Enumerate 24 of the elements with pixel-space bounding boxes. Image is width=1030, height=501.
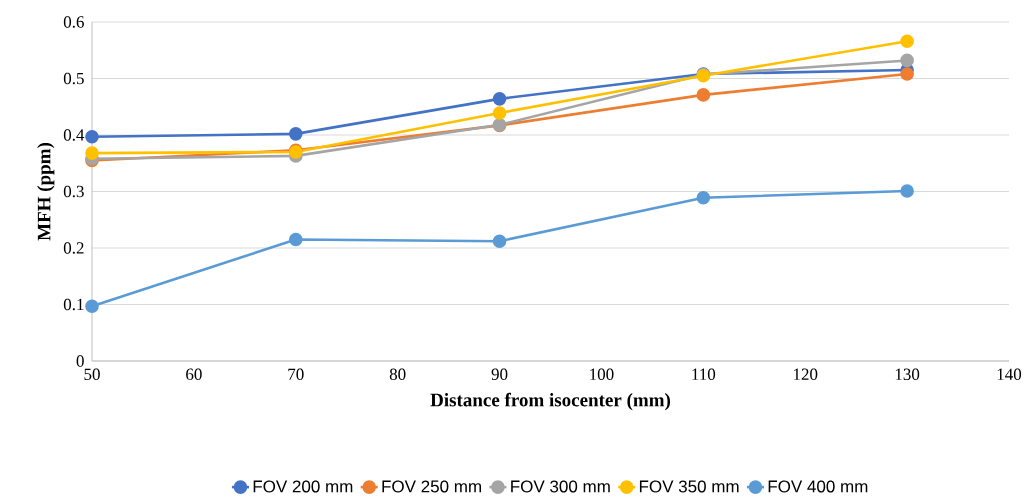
y-tick-label: 0.1 [63, 298, 84, 311]
x-tick-label: 140 [997, 368, 1022, 381]
legend-label: FOV 350 mm [639, 480, 739, 493]
y-tick-label: 0 [76, 355, 84, 367]
x-tick-label: 120 [793, 368, 818, 381]
y-tick-label: 0.6 [63, 16, 84, 28]
y-tick-label: 0.4 [63, 129, 85, 141]
x-tick-label: 60 [186, 368, 202, 381]
y-axis-title: MFH (ppm) [37, 143, 55, 241]
y-tick-label: 0.2 [63, 242, 84, 254]
legend-label: FOV 300 mm [511, 480, 610, 493]
legend-label: FOV 400 mm [768, 480, 868, 493]
x-tick-label: 90 [491, 368, 508, 381]
y-tick-label: 0.3 [63, 185, 84, 198]
y-tick-label: 0.5 [63, 72, 84, 85]
x-axis-title: Distance from isocenter (mm) [430, 392, 671, 411]
legend-label: FOV 200 mm [253, 480, 353, 493]
legend-label: FOV 250 mm [382, 480, 481, 493]
x-tick-label: 110 [692, 368, 716, 381]
x-tick-label: 80 [389, 368, 406, 381]
x-tick-label: 130 [895, 368, 920, 381]
x-tick-label: 50 [84, 368, 100, 381]
x-tick-label: 100 [590, 368, 614, 381]
x-tick-label: 70 [288, 368, 304, 381]
